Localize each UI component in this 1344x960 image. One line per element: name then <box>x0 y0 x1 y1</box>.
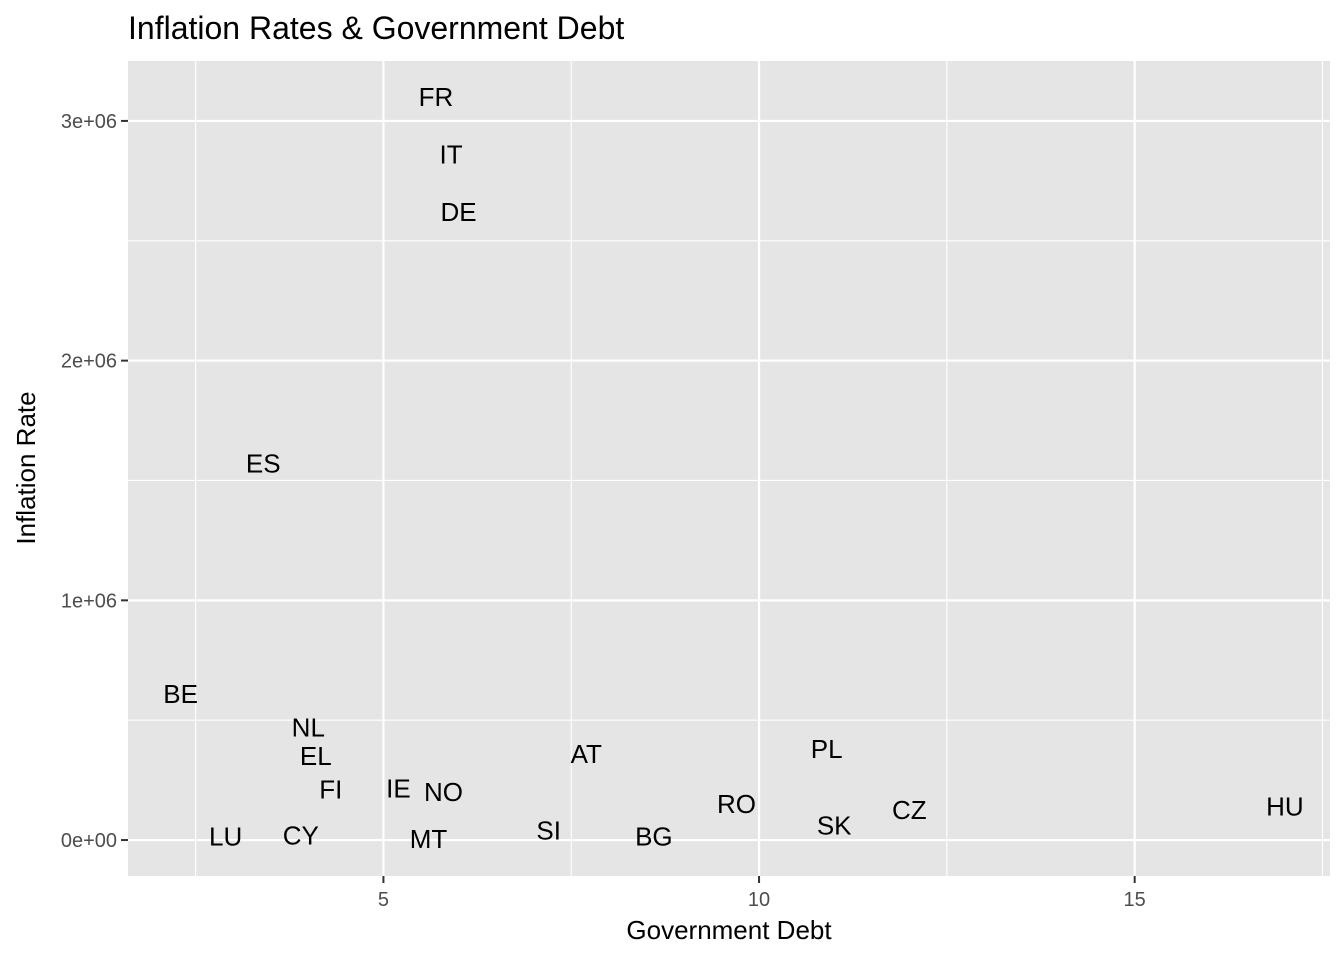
point-label-cy: CY <box>283 820 319 850</box>
major-gridlines <box>128 61 1330 876</box>
point-label-si: SI <box>536 815 561 845</box>
point-label-no: NO <box>424 777 463 807</box>
point-label-ie: IE <box>386 774 411 804</box>
point-label-pl: PL <box>811 734 843 764</box>
y-axis-title: Inflation Rate <box>11 391 41 544</box>
y-tick-label: 3e+06 <box>61 111 117 133</box>
point-label-fr: FR <box>419 82 454 112</box>
point-label-de: DE <box>440 197 476 227</box>
point-label-hu: HU <box>1266 791 1304 821</box>
x-tick-label: 15 <box>1124 889 1146 911</box>
x-axis: 5 10 15 <box>378 876 1146 911</box>
point-label-lu: LU <box>209 821 242 851</box>
point-label-fi: FI <box>319 775 342 805</box>
y-axis: 0e+00 1e+06 2e+06 3e+06 <box>61 111 128 852</box>
chart-title: Inflation Rates & Government Debt <box>128 10 624 46</box>
x-axis-title: Government Debt <box>626 915 832 945</box>
x-tick-label: 10 <box>748 889 770 911</box>
point-label-nl: NL <box>292 712 325 742</box>
point-label-el: EL <box>300 741 332 771</box>
point-label-be: BE <box>163 679 198 709</box>
minor-gridlines <box>128 61 1330 876</box>
y-tick-label: 2e+06 <box>61 351 117 373</box>
y-tick-label: 1e+06 <box>61 590 117 612</box>
point-label-cz: CZ <box>892 795 927 825</box>
point-label-sk: SK <box>817 811 852 841</box>
y-tick-label: 0e+00 <box>61 830 117 852</box>
point-label-ro: RO <box>717 789 756 819</box>
point-label-bg: BG <box>635 821 673 851</box>
point-label-es: ES <box>246 449 281 479</box>
point-label-at: AT <box>571 739 602 769</box>
plot-panel <box>128 61 1330 876</box>
point-label-it: IT <box>439 139 462 169</box>
point-label-mt: MT <box>410 824 448 854</box>
x-tick-label: 5 <box>378 889 389 911</box>
